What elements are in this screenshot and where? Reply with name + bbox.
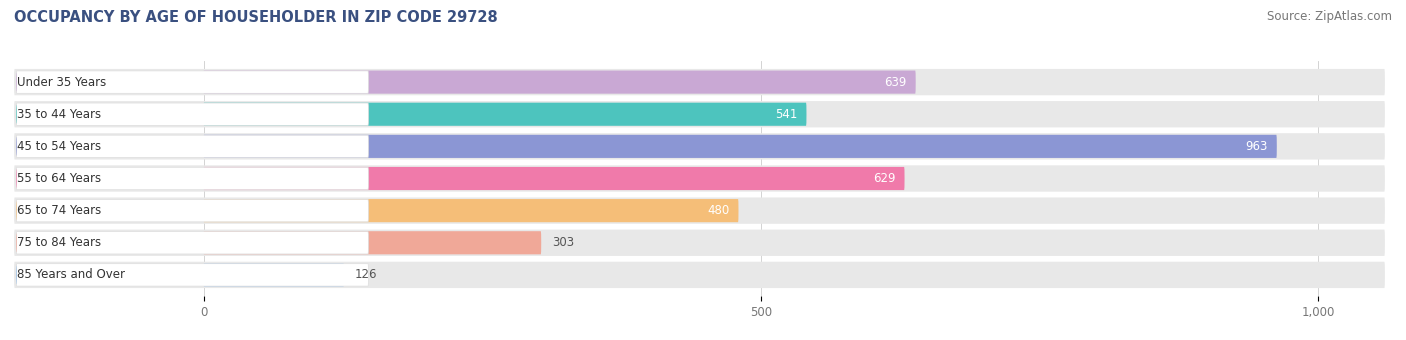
FancyBboxPatch shape	[14, 101, 1385, 128]
FancyBboxPatch shape	[17, 200, 368, 222]
Text: 65 to 74 Years: 65 to 74 Years	[17, 204, 101, 217]
FancyBboxPatch shape	[17, 167, 368, 190]
Text: 126: 126	[356, 268, 378, 282]
Text: 480: 480	[707, 204, 730, 217]
Text: 541: 541	[775, 108, 797, 121]
FancyBboxPatch shape	[14, 230, 1385, 256]
FancyBboxPatch shape	[14, 69, 1385, 95]
Text: 45 to 54 Years: 45 to 54 Years	[17, 140, 101, 153]
FancyBboxPatch shape	[17, 103, 368, 125]
FancyBboxPatch shape	[14, 165, 1385, 192]
Text: 85 Years and Over: 85 Years and Over	[17, 268, 125, 282]
FancyBboxPatch shape	[204, 135, 1277, 158]
FancyBboxPatch shape	[204, 199, 738, 222]
FancyBboxPatch shape	[14, 262, 1385, 288]
FancyBboxPatch shape	[14, 133, 1385, 159]
Text: 639: 639	[884, 75, 907, 89]
FancyBboxPatch shape	[204, 231, 541, 254]
Text: 303: 303	[553, 236, 575, 249]
Text: 629: 629	[873, 172, 896, 185]
Text: Source: ZipAtlas.com: Source: ZipAtlas.com	[1267, 10, 1392, 23]
Text: 35 to 44 Years: 35 to 44 Years	[17, 108, 101, 121]
FancyBboxPatch shape	[17, 264, 368, 286]
Text: 963: 963	[1246, 140, 1268, 153]
Text: 55 to 64 Years: 55 to 64 Years	[17, 172, 101, 185]
FancyBboxPatch shape	[17, 232, 368, 254]
FancyBboxPatch shape	[204, 103, 807, 126]
FancyBboxPatch shape	[17, 135, 368, 157]
FancyBboxPatch shape	[204, 70, 915, 94]
FancyBboxPatch shape	[204, 167, 904, 190]
FancyBboxPatch shape	[17, 71, 368, 93]
Text: OCCUPANCY BY AGE OF HOUSEHOLDER IN ZIP CODE 29728: OCCUPANCY BY AGE OF HOUSEHOLDER IN ZIP C…	[14, 10, 498, 25]
FancyBboxPatch shape	[14, 198, 1385, 224]
Text: Under 35 Years: Under 35 Years	[17, 75, 107, 89]
FancyBboxPatch shape	[204, 264, 344, 287]
Text: 75 to 84 Years: 75 to 84 Years	[17, 236, 101, 249]
